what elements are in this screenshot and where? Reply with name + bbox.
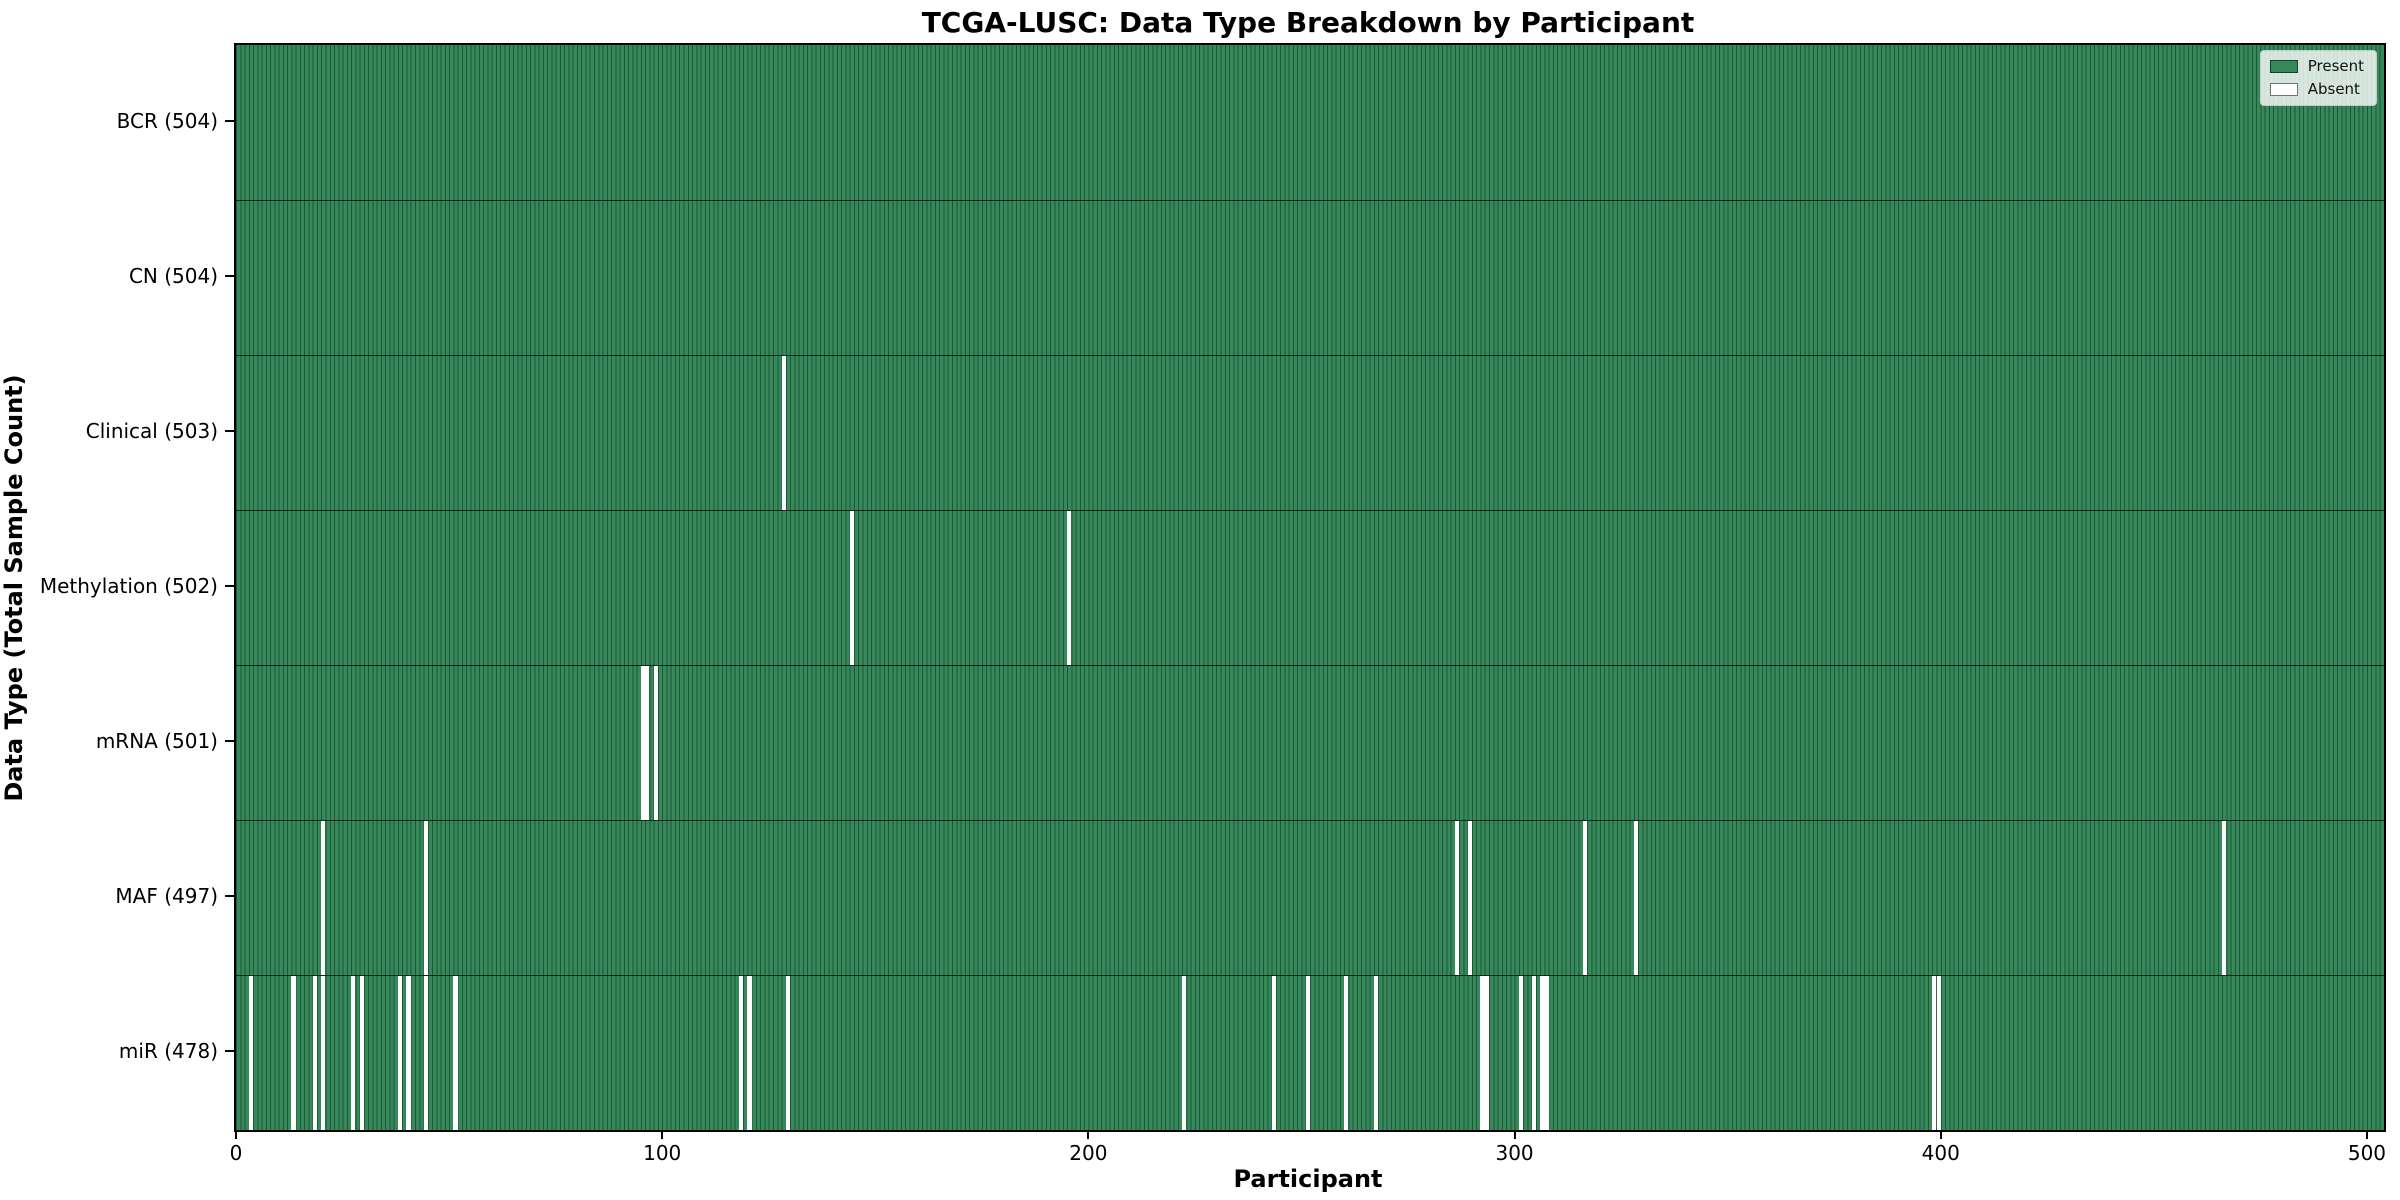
absent-cell	[351, 976, 356, 1130]
absent-cell	[2222, 821, 2227, 975]
absent-cell	[640, 666, 646, 820]
absent-cell	[423, 976, 428, 1130]
x-tick-mark	[1939, 1130, 1942, 1139]
x-tick-mark	[235, 1130, 237, 1139]
legend-label-present: Present	[2307, 57, 2364, 75]
absent-cell	[406, 976, 411, 1130]
absent-cell	[321, 821, 326, 975]
y-tick-mark	[225, 584, 234, 587]
y-tick-mark	[225, 429, 234, 432]
absent-cell	[1932, 976, 1937, 1130]
row-mrna	[236, 665, 2384, 820]
row-maf	[236, 820, 2384, 975]
row-clinical	[236, 355, 2384, 510]
absent-cell	[747, 976, 752, 1130]
absent-cell	[1633, 821, 1639, 975]
absent-cell	[1067, 511, 1072, 665]
row-cn	[236, 200, 2384, 355]
y-tick-label-cn: CN (504)	[128, 263, 218, 288]
x-tick-label-400: 400	[1921, 1141, 1960, 1165]
absent-cell	[1582, 821, 1587, 975]
x-axis-label: Participant	[1233, 1165, 1383, 1193]
absent-cell	[653, 666, 658, 820]
absent-cell	[849, 511, 854, 665]
y-tick-mark	[225, 119, 234, 122]
absent-cell	[1305, 976, 1310, 1130]
absent-cell	[1484, 976, 1489, 1130]
absent-cell	[738, 976, 744, 1130]
x-tick-label-100: 100	[643, 1141, 682, 1165]
y-tick-label-mrna: mRNA (501)	[95, 728, 218, 753]
y-tick-label-clinical: Clinical (503)	[85, 418, 218, 443]
y-tick-label-maf: MAF (497)	[115, 883, 218, 908]
x-axis: 0 100 200 300 400 500	[230, 1130, 2386, 1166]
absent-cell	[1344, 976, 1349, 1130]
absent-cell	[423, 821, 428, 975]
row-methylation	[236, 510, 2384, 665]
absent-cell	[453, 976, 458, 1130]
y-tick-mark	[225, 894, 234, 897]
legend: Present Absent	[2259, 50, 2377, 106]
x-tick-mark	[1513, 1130, 1516, 1139]
y-tick-label-methylation: Methylation (502)	[39, 573, 218, 598]
absent-cell	[321, 976, 326, 1130]
x-tick-label-200: 200	[1069, 1141, 1108, 1165]
absent-cell	[1531, 976, 1536, 1130]
absent-cell	[1936, 976, 1941, 1130]
absent-cell	[1544, 976, 1549, 1130]
y-tick-mark	[225, 739, 234, 742]
absent-cell	[359, 976, 364, 1130]
x-tick-label-500: 500	[2347, 1141, 2387, 1165]
absent-cell	[781, 356, 786, 510]
x-tick-mark	[661, 1130, 664, 1139]
y-tick-label-mir: miR (478)	[118, 1038, 218, 1063]
row-bcr	[236, 45, 2384, 200]
absent-cell	[312, 976, 317, 1130]
x-tick-mark	[1087, 1130, 1090, 1139]
absent-cell	[248, 976, 254, 1130]
absent-cell	[1540, 976, 1545, 1130]
absent-cell	[785, 976, 791, 1130]
absent-cell	[1467, 821, 1472, 975]
legend-swatch-present	[2269, 60, 2298, 73]
absent-cell	[645, 666, 650, 820]
absent-cell	[291, 976, 296, 1130]
absent-cell	[1518, 976, 1524, 1130]
x-tick-mark	[2365, 1130, 2368, 1139]
legend-swatch-absent	[2269, 83, 2298, 96]
y-tick-mark	[225, 1049, 234, 1052]
x-tick-label-0: 0	[229, 1141, 243, 1165]
absent-cell	[1271, 976, 1276, 1130]
y-tick-label-bcr: BCR (504)	[116, 108, 218, 133]
chart-title: TCGA-LUSC: Data Type Breakdown by Partic…	[921, 6, 1695, 39]
absent-cell	[1454, 821, 1460, 975]
absent-cell	[1480, 976, 1485, 1130]
legend-item-present: Present	[2269, 57, 2364, 75]
legend-item-absent: Absent	[2269, 80, 2364, 98]
y-axis: BCR (504) CN (504) Clinical (503) Methylati…	[0, 43, 234, 1128]
absent-cell	[397, 976, 403, 1130]
legend-label-absent: Absent	[2307, 80, 2360, 98]
absent-cell	[1182, 976, 1187, 1130]
x-tick-label-300: 300	[1495, 1141, 1534, 1165]
plot-area: Present Absent	[234, 43, 2386, 1132]
y-tick-mark	[225, 274, 234, 277]
absent-cell	[1373, 976, 1379, 1130]
row-mir	[236, 975, 2384, 1130]
